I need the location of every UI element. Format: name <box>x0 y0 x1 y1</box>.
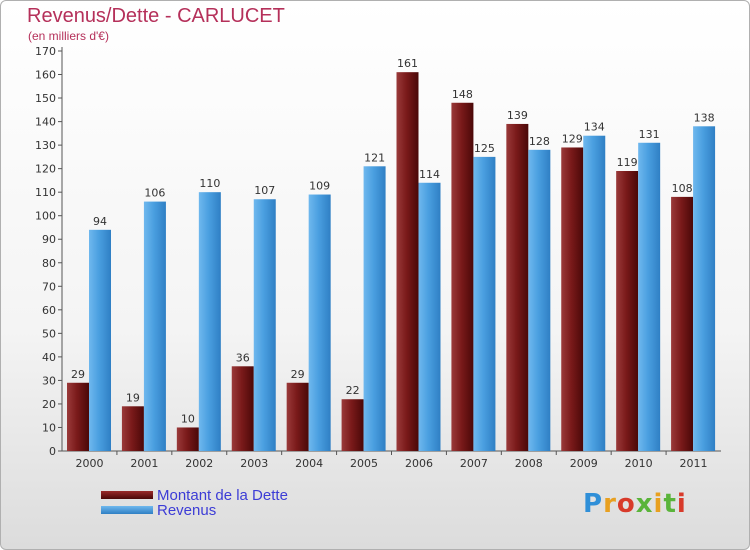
data-label-revenue: 106 <box>144 187 165 200</box>
bar-debt <box>67 382 89 451</box>
legend-swatch-debt <box>101 491 153 499</box>
data-label-revenue: 94 <box>93 215 107 228</box>
x-tick-label: 2001 <box>130 457 158 470</box>
y-tick-label: 90 <box>42 233 56 246</box>
bar-debt <box>231 366 254 451</box>
bar-debt <box>396 72 419 452</box>
data-labels: 29 19 10 36 29 22 161 148 139 129 119 108 94 106 110 10… <box>71 57 715 425</box>
bars <box>67 72 716 452</box>
bar-debt <box>176 427 199 451</box>
bar-debt <box>671 196 694 451</box>
data-label-debt: 10 <box>181 412 195 425</box>
legend-swatch-revenue <box>101 506 153 514</box>
legend-item-revenue: Revenus <box>101 501 217 519</box>
y-tick-label: 100 <box>35 210 56 223</box>
bar-revenue <box>528 149 551 451</box>
data-label-revenue: 125 <box>474 142 495 155</box>
y-tick-label: 50 <box>42 327 56 340</box>
bar-revenue <box>198 192 221 452</box>
bar-debt <box>341 399 364 451</box>
x-tick-label: 2002 <box>185 457 213 470</box>
y-tick-label: 170 <box>35 45 56 58</box>
x-tick-label: 2006 <box>405 457 433 470</box>
y-tick-label: 10 <box>42 421 56 434</box>
x-tick-label: 2010 <box>625 457 653 470</box>
bar-revenue <box>418 182 441 451</box>
chart-title: Revenus/Dette - CARLUCET <box>27 5 285 27</box>
y-tick-label: 140 <box>35 116 56 129</box>
bar-debt <box>451 102 474 451</box>
y-tick-label: 150 <box>35 92 56 105</box>
data-label-debt: 29 <box>71 368 85 381</box>
data-label-debt: 119 <box>617 156 638 169</box>
data-label-revenue: 138 <box>694 111 715 124</box>
bar-revenue <box>89 229 111 451</box>
data-label-debt: 148 <box>452 88 473 101</box>
bar-debt <box>506 123 529 452</box>
bar-debt <box>286 382 309 451</box>
y-tick-label: 60 <box>42 304 56 317</box>
logo-letter: P <box>583 489 604 519</box>
x-tick-label: 2005 <box>350 457 378 470</box>
logo-letter: o <box>616 489 636 519</box>
data-label-debt: 29 <box>291 368 305 381</box>
logo-letter: r <box>603 489 617 519</box>
bar-revenue <box>253 199 276 451</box>
y-tick-label: 160 <box>35 69 56 82</box>
x-tick-label: 2004 <box>295 457 323 470</box>
data-label-revenue: 134 <box>584 121 605 134</box>
logo-letter: x <box>635 489 654 519</box>
y-tick-label: 30 <box>42 374 56 387</box>
data-label-revenue: 131 <box>639 128 660 141</box>
legend-label-revenue: Revenus <box>157 501 217 519</box>
data-label-debt: 36 <box>236 351 250 364</box>
logo-letter: i <box>676 489 687 519</box>
proxiti-logo: Proxiti <box>583 489 687 519</box>
y-tick-label: 0 <box>49 445 56 458</box>
data-label-revenue: 107 <box>254 184 275 197</box>
bar-revenue <box>143 201 166 451</box>
bar-revenue <box>583 135 606 452</box>
data-label-debt: 22 <box>346 384 360 397</box>
legend-item-debt: Montant de la Dette <box>101 486 288 504</box>
bar-revenue <box>308 194 331 451</box>
data-label-revenue: 128 <box>529 135 550 148</box>
y-tick-label: 120 <box>35 163 56 176</box>
data-label-revenue: 109 <box>309 180 330 193</box>
logo-letter: i <box>653 489 664 519</box>
y-tick-label: 110 <box>35 186 56 199</box>
x-tick-label: 2000 <box>75 457 103 470</box>
bar-revenue <box>363 166 386 451</box>
y-tick-label: 40 <box>42 351 56 364</box>
data-label-revenue: 114 <box>419 168 440 181</box>
x-tick-label: 2009 <box>570 457 598 470</box>
bar-debt <box>121 406 144 451</box>
bar-debt <box>616 171 639 451</box>
chart-subtitle: (en milliers d'€) <box>28 29 109 43</box>
y-tick-label: 70 <box>42 280 56 293</box>
x-tick-label: 2007 <box>460 457 488 470</box>
data-label-revenue: 110 <box>199 177 220 190</box>
logo-letter: t <box>663 489 677 519</box>
data-label-debt: 108 <box>672 182 693 195</box>
axes: 0 10 20 30 40 50 60 70 80 90 100 110 120 130 140 150 160… <box>35 45 721 470</box>
bar-revenue <box>693 126 716 451</box>
x-tick-label: 2008 <box>515 457 543 470</box>
data-label-debt: 139 <box>507 109 528 122</box>
y-tick-label: 130 <box>35 139 56 152</box>
x-tick-label: 2011 <box>680 457 708 470</box>
data-label-revenue: 121 <box>364 151 385 164</box>
bar-debt <box>561 147 584 451</box>
data-label-debt: 161 <box>397 57 418 70</box>
y-tick-label: 80 <box>42 257 56 270</box>
bar-revenue <box>473 156 496 451</box>
x-tick-label: 2003 <box>240 457 268 470</box>
data-label-debt: 19 <box>126 391 140 404</box>
data-label-debt: 129 <box>562 132 583 145</box>
bar-revenue <box>638 142 661 451</box>
legend-label-debt: Montant de la Dette <box>157 486 288 504</box>
y-tick-label: 20 <box>42 398 56 411</box>
